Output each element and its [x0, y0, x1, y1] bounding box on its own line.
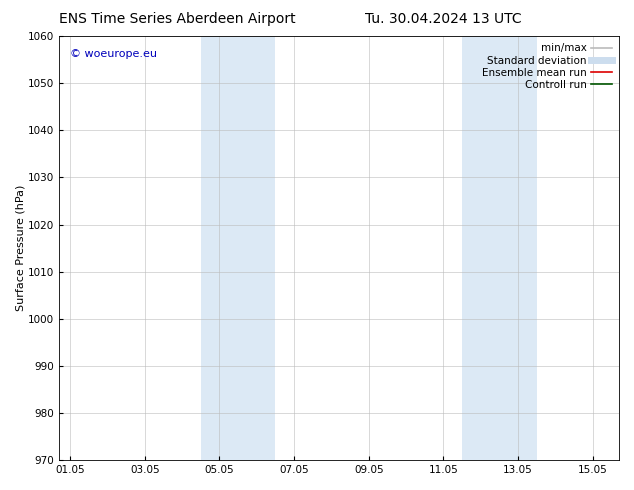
Y-axis label: Surface Pressure (hPa): Surface Pressure (hPa) [15, 185, 25, 311]
Text: ENS Time Series Aberdeen Airport: ENS Time Series Aberdeen Airport [59, 12, 296, 26]
Text: Tu. 30.04.2024 13 UTC: Tu. 30.04.2024 13 UTC [365, 12, 522, 26]
Text: © woeurope.eu: © woeurope.eu [70, 49, 157, 59]
Bar [201, 36, 275, 460]
Bar [462, 36, 537, 460]
Legend: min/max, Standard deviation, Ensemble mean run, Controll run: min/max, Standard deviation, Ensemble me… [480, 41, 614, 92]
